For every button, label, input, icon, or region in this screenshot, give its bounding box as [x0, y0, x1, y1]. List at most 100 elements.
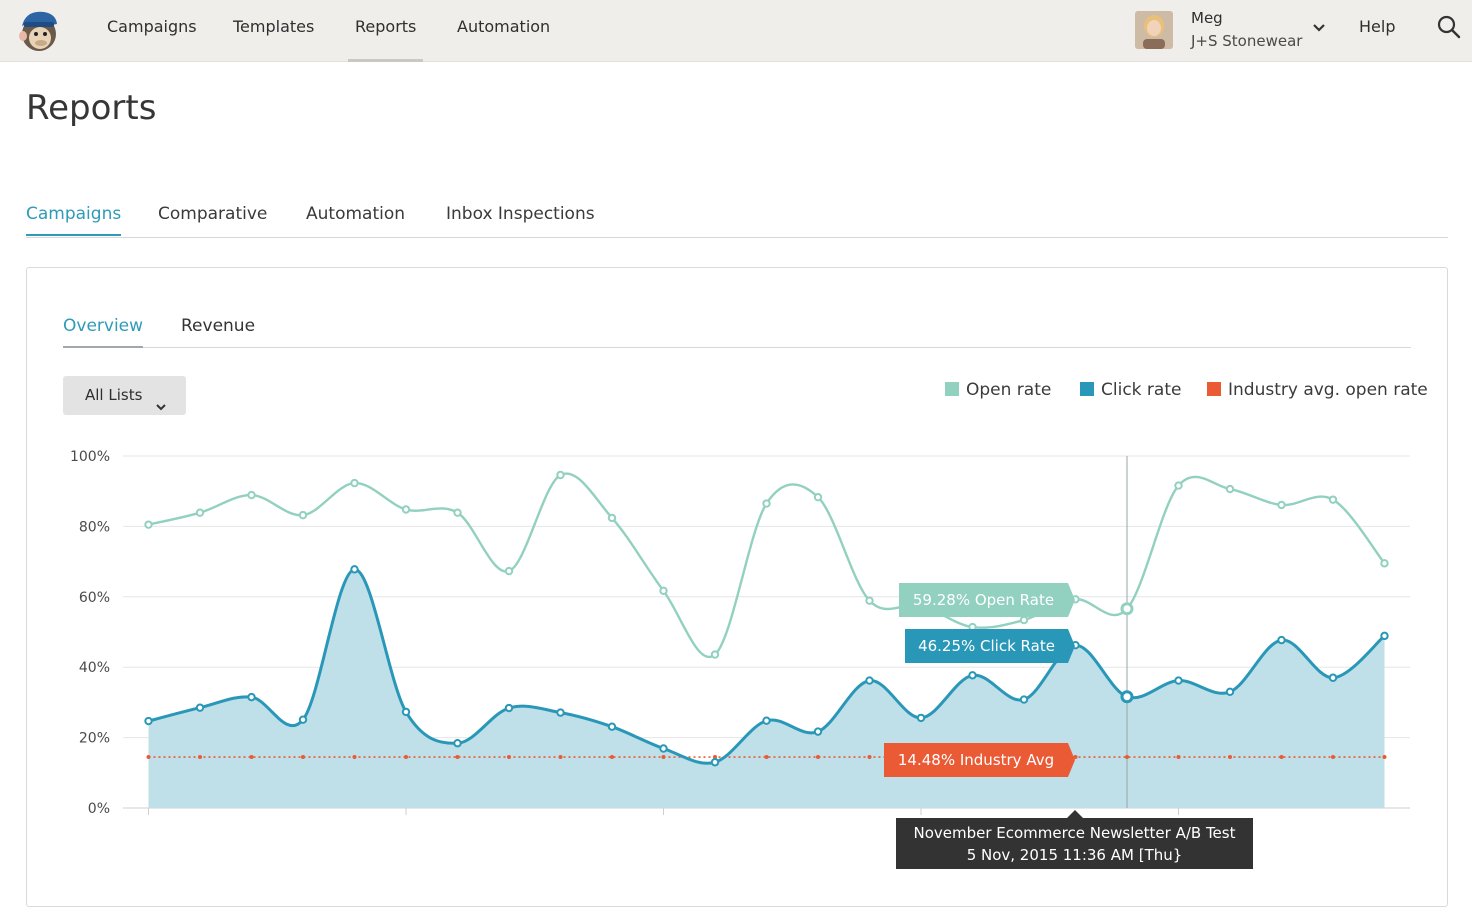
open-rate-point[interactable] [762, 499, 771, 508]
click-rate-point[interactable] [401, 707, 411, 717]
legend-industry-avg[interactable]: Industry avg. open rate [1207, 380, 1428, 400]
tab-campaigns[interactable]: Campaigns [26, 204, 122, 236]
tab-inbox-inspections[interactable]: Inbox Inspections [446, 204, 595, 224]
open-rate-point[interactable] [1277, 500, 1286, 510]
click-rate-point[interactable] [504, 703, 514, 713]
legend-open-rate[interactable]: Open rate [945, 380, 1051, 400]
industry-avg-point[interactable] [867, 755, 872, 760]
industry-avg-point[interactable] [198, 755, 202, 760]
click-rate-point[interactable] [1328, 673, 1338, 682]
open-rate-point[interactable] [195, 508, 205, 517]
click-rate-tooltip-text: 46.25% Click Rate [918, 637, 1055, 655]
industry-avg-point[interactable] [404, 755, 408, 760]
industry-avg-point[interactable] [713, 755, 717, 760]
open-rate-point[interactable] [813, 492, 823, 502]
avatar[interactable] [1135, 11, 1173, 49]
open-rate-point[interactable] [710, 650, 720, 659]
click-rate-point[interactable] [144, 716, 153, 726]
subtab-overview[interactable]: Overview [63, 316, 144, 348]
nav-automation[interactable]: Automation [457, 17, 551, 36]
click-rate-point[interactable] [1225, 687, 1235, 697]
industry-avg-point[interactable] [301, 755, 305, 760]
industry-avg-point[interactable] [1279, 755, 1284, 760]
click-rate-point[interactable] [710, 758, 720, 767]
mailchimp-logo-icon[interactable] [16, 6, 60, 54]
industry-avg-point[interactable] [146, 755, 151, 760]
click-rate-point[interactable] [1120, 690, 1134, 704]
industry-avg-tooltip-box [884, 743, 1075, 777]
click-rate-point[interactable] [1019, 695, 1029, 704]
industry-avg-point[interactable] [1228, 755, 1232, 760]
tab-comparative[interactable]: Comparative [158, 204, 268, 224]
open-rate-point[interactable] [607, 513, 617, 523]
industry-avg-tooltip-text: 14.48% Industry Avg [898, 751, 1054, 769]
click-rate-point[interactable] [247, 692, 256, 702]
open-rate-point[interactable] [453, 508, 462, 517]
industry-avg-point[interactable] [1331, 755, 1335, 760]
open-rate-point[interactable] [556, 470, 565, 480]
subtab-revenue[interactable]: Revenue [181, 316, 256, 336]
industry-avg-point[interactable] [1382, 755, 1387, 760]
search-icon[interactable] [1436, 14, 1462, 40]
industry-avg-point[interactable] [1073, 755, 1078, 760]
industry-avg-point[interactable] [1176, 755, 1181, 760]
user-name[interactable]: Meg [1191, 9, 1223, 27]
legend-click-rate[interactable]: Click rate [1080, 380, 1181, 400]
open-rate-point[interactable] [247, 490, 256, 500]
list-filter-dropdown[interactable]: All Lists [63, 376, 186, 415]
industry-avg-point[interactable] [249, 755, 254, 760]
open-rate-point[interactable] [1174, 481, 1183, 490]
industry-avg-point[interactable] [507, 755, 511, 760]
open-rate-point[interactable] [350, 478, 359, 488]
open-rate-point[interactable] [504, 566, 514, 576]
click-rate-point[interactable] [556, 708, 565, 717]
industry-avg-point[interactable] [816, 755, 820, 760]
industry-avg-point[interactable] [610, 755, 614, 760]
open-rate-point[interactable] [298, 510, 308, 520]
y-tick-label: 20% [79, 731, 110, 747]
industry-avg-point[interactable] [661, 755, 666, 760]
open-rate-point[interactable] [1380, 559, 1389, 568]
open-rate-point[interactable] [1120, 602, 1134, 616]
industry-avg-point[interactable] [764, 755, 769, 760]
open-rate-point[interactable] [659, 586, 668, 596]
click-rate-point[interactable] [813, 727, 823, 736]
click-rate-point[interactable] [865, 676, 874, 685]
open-rate-point[interactable] [144, 520, 153, 529]
open-rate-point[interactable] [865, 596, 874, 605]
click-rate-point[interactable] [1380, 631, 1389, 641]
help-link[interactable]: Help [1359, 17, 1396, 36]
click-rate-point[interactable] [453, 739, 462, 748]
nav-reports[interactable]: Reports [347, 0, 424, 62]
open-rate-point[interactable] [1328, 495, 1338, 504]
y-tick-label: 0% [88, 801, 110, 817]
industry-avg-point[interactable] [455, 755, 460, 760]
top-navigation: Campaigns Templates Reports Automation M… [0, 0, 1472, 62]
industry-avg-point[interactable] [1125, 755, 1129, 760]
industry-avg-point[interactable] [352, 755, 357, 760]
click-rate-point[interactable] [350, 565, 359, 574]
click-rate-point[interactable] [298, 715, 308, 724]
chevron-down-icon[interactable] [1312, 20, 1326, 34]
click-rate-point[interactable] [607, 722, 617, 731]
campaign-tooltip-name: November Ecommerce Newsletter A/B Test [913, 824, 1235, 842]
industry-avg-swatch [1207, 382, 1221, 396]
click-rate-point[interactable] [968, 671, 977, 680]
industry-avg-point[interactable] [558, 755, 563, 760]
click-rate-point[interactable] [916, 713, 926, 723]
tab-automation[interactable]: Automation [306, 204, 406, 224]
click-rate-point[interactable] [1277, 635, 1286, 645]
y-tick-label: 40% [79, 660, 110, 676]
open-rate-point[interactable] [1019, 615, 1029, 625]
user-organization[interactable]: J+S Stonewear [1191, 32, 1303, 50]
click-rate-tooltip-box [905, 629, 1075, 663]
nav-templates[interactable]: Templates [233, 17, 315, 36]
click-rate-point[interactable] [195, 703, 205, 712]
open-rate-point[interactable] [401, 505, 411, 514]
click-rate-point[interactable] [659, 744, 668, 753]
nav-campaigns[interactable]: Campaigns [107, 17, 197, 36]
open-rate-point[interactable] [1225, 484, 1235, 494]
click-rate-point[interactable] [1174, 676, 1183, 685]
click-rate-point[interactable] [762, 716, 771, 725]
